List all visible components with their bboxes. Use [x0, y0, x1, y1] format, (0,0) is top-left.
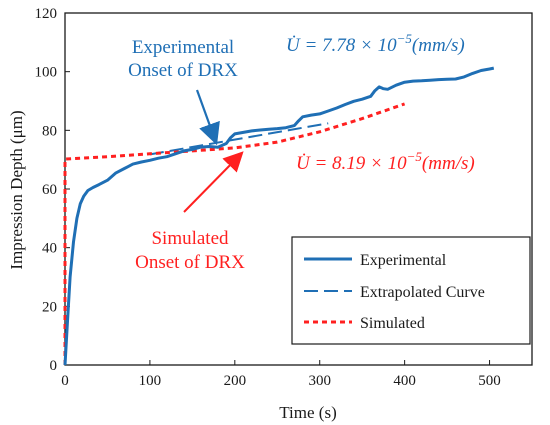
- y-tick-label: 0: [50, 358, 58, 374]
- series-group: [63, 66, 495, 366]
- y-tick-label: 40: [42, 241, 57, 257]
- y-tick-label: 60: [42, 182, 57, 198]
- x-tick-label: 0: [61, 373, 69, 389]
- x-axis-title: Time (s): [279, 403, 336, 422]
- x-tick-label: 200: [224, 373, 247, 389]
- sim-rate-unit: (mm/s): [422, 153, 475, 174]
- series-line-simulated: [63, 102, 406, 365]
- legend-label-simulated: Simulated: [360, 315, 425, 332]
- series-line-extrapolated-curve: [149, 122, 329, 156]
- y-tick-label: 80: [42, 123, 57, 139]
- y-tick-label: 120: [35, 6, 58, 22]
- x-tick-label: 400: [393, 373, 416, 389]
- sim-onset-arrow: [183, 151, 244, 213]
- sim-onset-label-line2: Onset of DRX: [135, 252, 245, 273]
- exp-onset-arrow: [195, 89, 220, 146]
- series-line-experimental: [63, 66, 495, 366]
- exp-rate-exponent: −5: [397, 31, 413, 46]
- legend-label-experimental: Experimental: [360, 252, 447, 269]
- exp-rate-unit: (mm/s): [412, 35, 465, 56]
- y-axis-title: Impression Depth (μm): [7, 110, 26, 269]
- exp-rate-prefix: U̇ = 7.78 × 10: [286, 34, 397, 56]
- legend-label-extrapolated: Extrapolated Curve: [360, 284, 485, 301]
- exp-onset-label-line2: Onset of DRX: [128, 60, 238, 81]
- exp-rate-label: U̇ = 7.78 × 10−5(mm/s): [286, 31, 465, 56]
- x-tick-label: 300: [308, 373, 331, 389]
- exp-onset-label-line1: Experimental: [132, 37, 234, 58]
- sim-rate-prefix: U̇ = 8.19 × 10: [296, 152, 407, 174]
- legend: Experimental Extrapolated Curve Simulate…: [291, 236, 531, 345]
- x-tick-label: 100: [139, 373, 162, 389]
- y-tick-label: 100: [35, 65, 58, 81]
- y-tick-label: 20: [42, 299, 57, 315]
- sim-onset-label-line1: Simulated: [151, 228, 229, 249]
- sim-rate-exponent: −5: [407, 149, 423, 164]
- sim-rate-label: U̇ = 8.19 × 10−5(mm/s): [296, 149, 475, 174]
- x-tick-label: 500: [478, 373, 501, 389]
